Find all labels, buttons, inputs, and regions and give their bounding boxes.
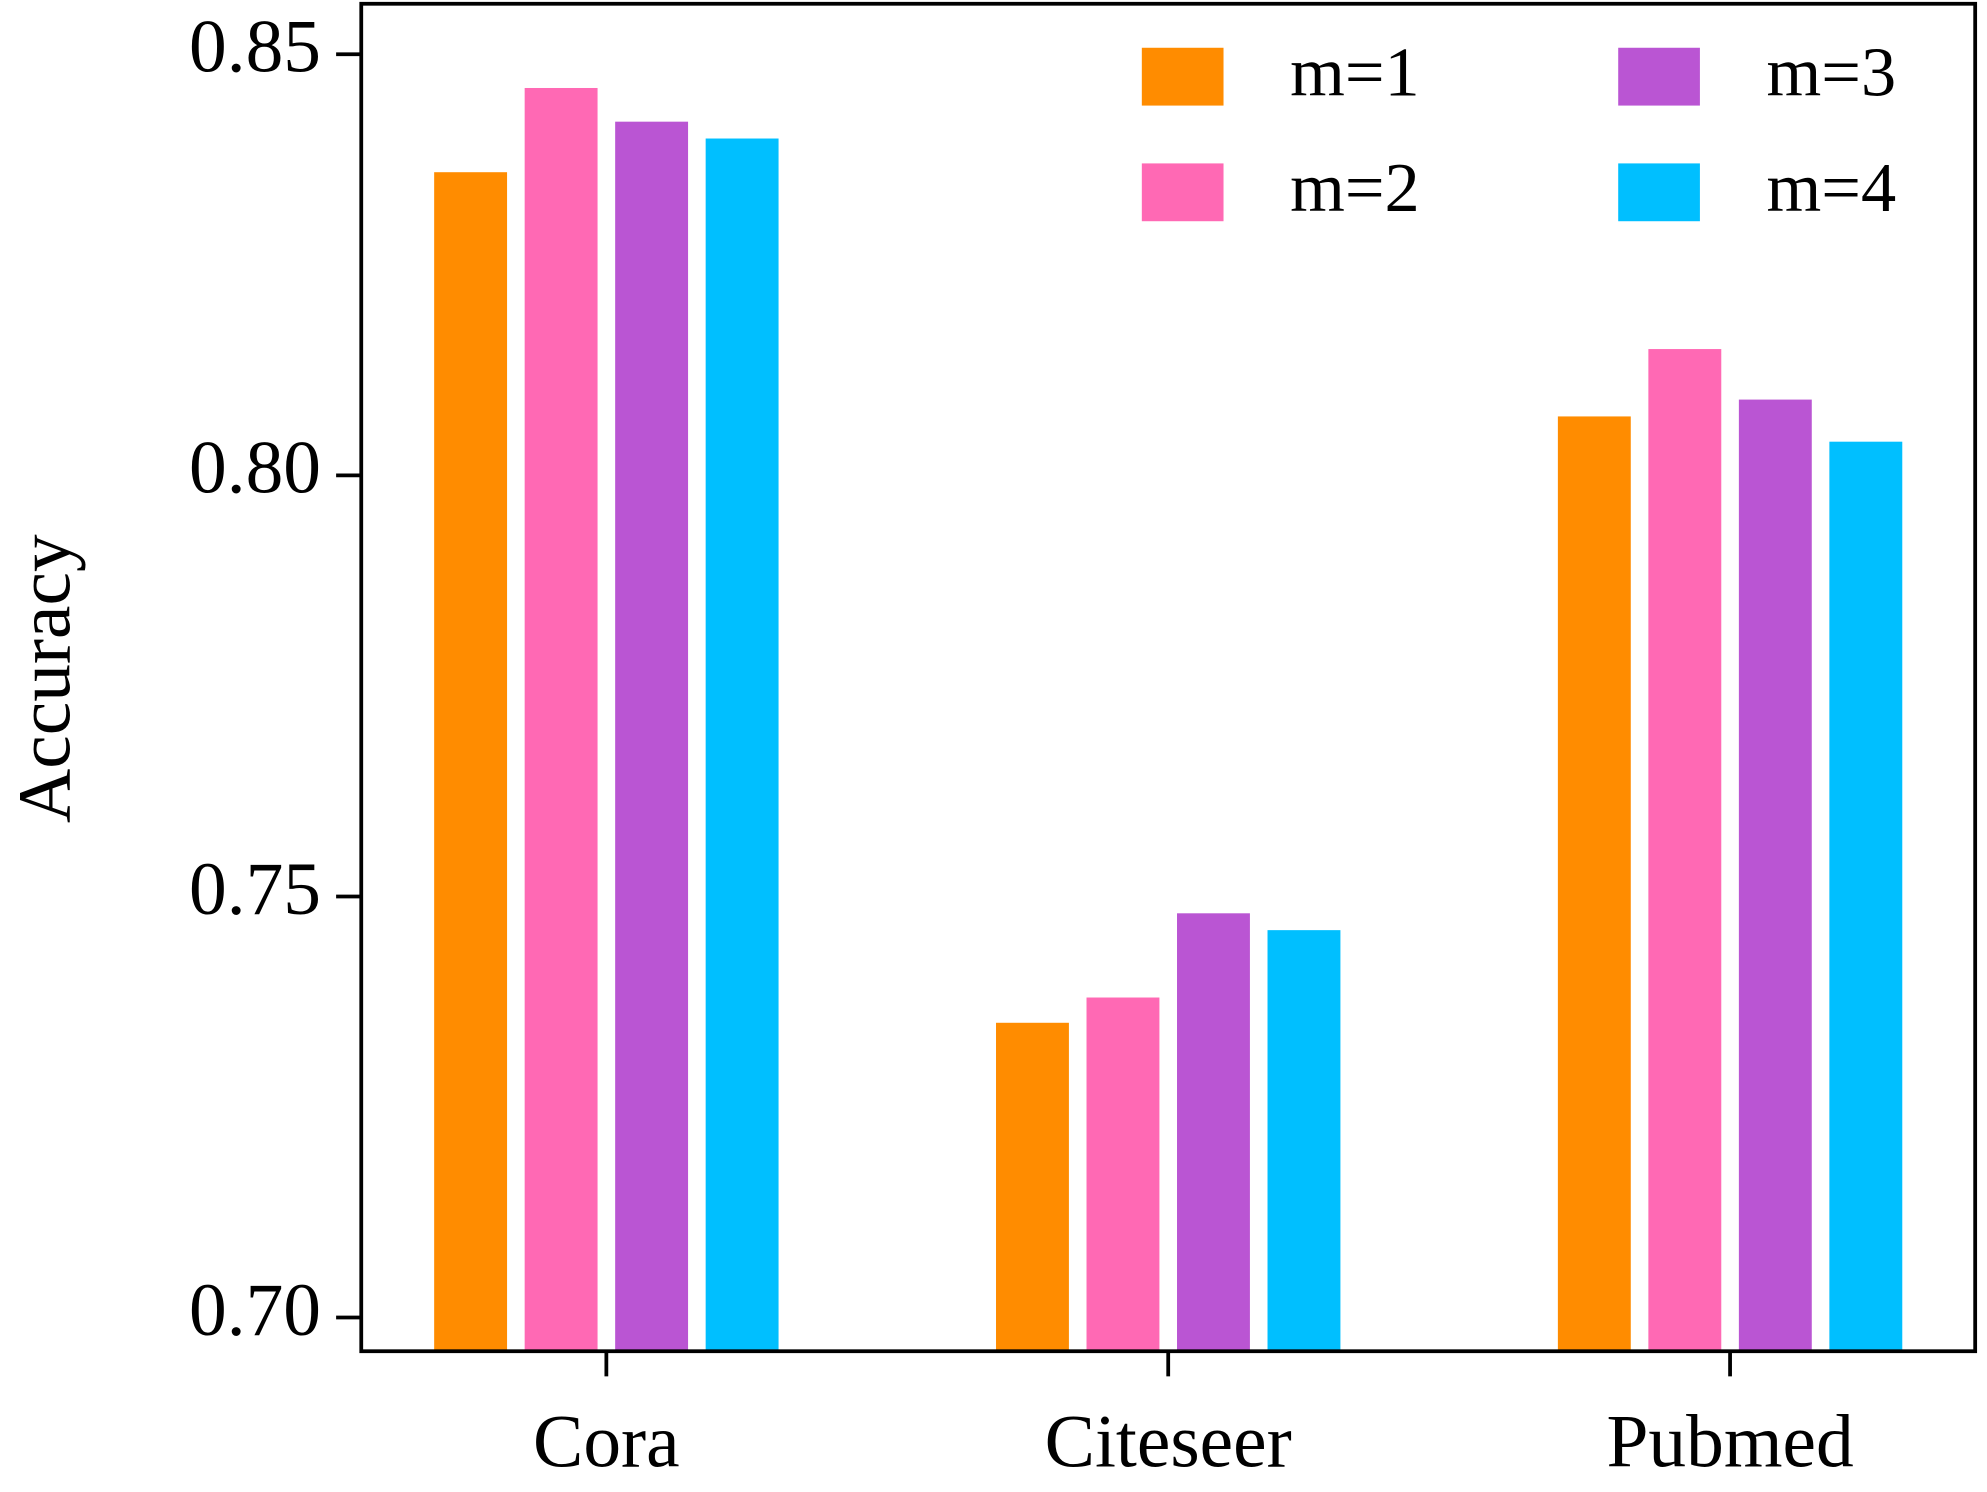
- bar: [1086, 997, 1160, 1352]
- legend-label: m=4: [1767, 149, 1897, 227]
- bar: [524, 87, 598, 1352]
- bar: [1829, 441, 1903, 1352]
- bar: [434, 172, 508, 1352]
- axes-frame: [359, 1, 1978, 1354]
- x-tick-label: Cora: [533, 1401, 680, 1484]
- legend-swatch: [1618, 47, 1700, 106]
- bar: [1177, 913, 1250, 1352]
- legend-label: m=3: [1767, 33, 1897, 111]
- bar: [1648, 349, 1722, 1352]
- bar: [705, 138, 779, 1352]
- y-axis-label: Accuracy: [3, 534, 86, 823]
- legend-swatch: [1618, 163, 1700, 222]
- legend-label: m=1: [1290, 33, 1420, 111]
- x-tick-label: Pubmed: [1606, 1401, 1853, 1484]
- y-tick-label: 0.75: [189, 848, 321, 931]
- legend-swatch: [1141, 47, 1224, 106]
- y-tick-label: 0.85: [189, 6, 321, 89]
- bar: [1557, 416, 1631, 1352]
- legend-label: m=2: [1290, 149, 1420, 227]
- y-tick-label: 0.70: [189, 1269, 321, 1352]
- bar: [996, 1022, 1069, 1352]
- legend-swatch: [1141, 163, 1224, 222]
- bar: [1267, 930, 1341, 1352]
- bar: [1738, 399, 1812, 1352]
- x-tick-label: Citeseer: [1045, 1401, 1292, 1484]
- y-tick-label: 0.80: [189, 427, 321, 510]
- bar: [615, 121, 689, 1352]
